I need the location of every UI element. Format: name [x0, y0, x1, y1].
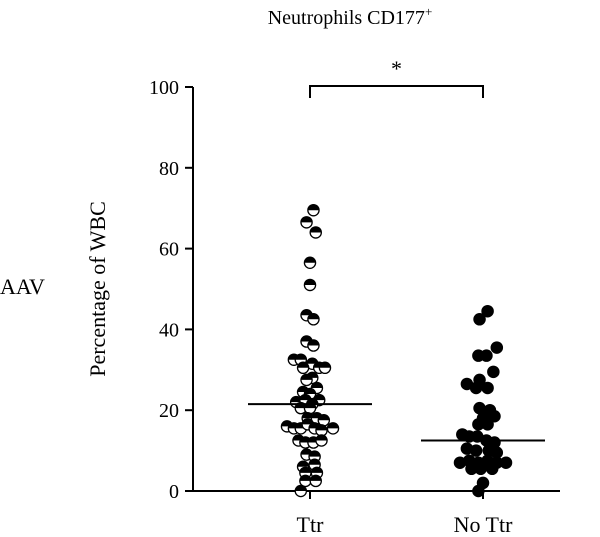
data-point: [303, 278, 317, 292]
x-tick-label: Ttr: [297, 512, 325, 537]
data-point: [326, 422, 340, 435]
data-point: [315, 434, 328, 447]
y-axis: 0 20 40 60 80 100: [149, 77, 560, 503]
significance-label: *: [391, 56, 402, 81]
data-point: [481, 418, 494, 431]
data-point: [481, 304, 494, 318]
y-tick-label: 0: [169, 481, 179, 503]
data-point: [472, 484, 485, 498]
data-point: [309, 226, 322, 239]
data-point: [300, 373, 313, 387]
data-point: [294, 484, 308, 498]
bracket-line: [309, 85, 484, 98]
data-point: [473, 313, 486, 326]
y-tick-label: 60: [159, 239, 179, 261]
y-tick-label: 40: [159, 319, 179, 341]
y-tick-label: 20: [159, 400, 179, 422]
chart-title: Neutrophils CD177+: [268, 4, 433, 29]
data-point: [300, 309, 313, 322]
data-point: [317, 414, 331, 427]
side-label: AAV: [0, 274, 45, 299]
data-point: [499, 456, 513, 469]
data-point: [318, 361, 332, 375]
y-tick-label: 80: [159, 158, 179, 180]
data-point: [307, 339, 320, 352]
data-point: [485, 462, 499, 476]
data-point: [490, 341, 504, 354]
data-point: [469, 381, 483, 395]
x-tick-label: No Ttr: [454, 512, 514, 537]
y-axis-label: Percentage of WBC: [85, 201, 110, 377]
data-point: [294, 353, 308, 366]
chart-title-superscript: +: [425, 4, 432, 19]
data-point: [307, 203, 320, 217]
significance-bracket: *: [309, 56, 484, 98]
data-point: [303, 256, 317, 269]
data-point: [307, 313, 320, 326]
y-tick-label: 100: [149, 77, 179, 99]
chart-title-main: Neutrophils CD177: [268, 7, 425, 29]
data-point: [315, 424, 328, 437]
data-point: [296, 361, 310, 375]
data-point: [480, 349, 493, 362]
data-point: [487, 365, 500, 379]
mean-lines: [248, 403, 545, 442]
data-point: [309, 474, 322, 488]
data-point: [481, 381, 494, 395]
data-point: [469, 444, 483, 457]
data-points: [280, 203, 513, 498]
data-point: [299, 474, 312, 488]
data-point: [300, 216, 313, 229]
x-axis-labels: Ttr No Ttr: [297, 512, 514, 537]
data-point: [474, 462, 487, 476]
data-point: [488, 410, 501, 423]
